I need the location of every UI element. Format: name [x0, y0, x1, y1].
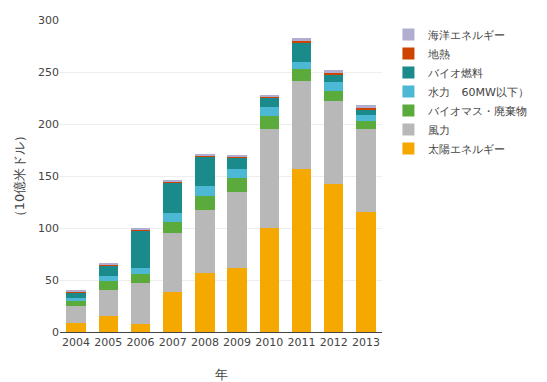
- svg-text:バイオマス・廃棄物: バイオマス・廃棄物: [427, 105, 527, 118]
- svg-text:バイオ燃料: バイオ燃料: [427, 67, 483, 80]
- svg-text:250: 250: [38, 66, 59, 79]
- svg-text:0: 0: [52, 326, 59, 339]
- svg-text:太陽エネルギー: 太陽エネルギー: [428, 143, 505, 156]
- svg-text:地熱: 地熱: [427, 48, 450, 61]
- svg-text:2009: 2009: [223, 336, 251, 349]
- svg-text:2012: 2012: [320, 336, 348, 349]
- svg-text:風力: 風力: [428, 124, 450, 137]
- svg-text:300: 300: [38, 14, 59, 27]
- svg-text:2011: 2011: [288, 336, 316, 349]
- svg-text:年: 年: [215, 367, 228, 382]
- svg-text:2007: 2007: [159, 336, 187, 349]
- svg-text:2008: 2008: [191, 336, 219, 349]
- svg-text:（10億米ドル）: （10億米ドル）: [12, 129, 27, 224]
- svg-text:2004: 2004: [62, 336, 90, 349]
- svg-text:50: 50: [45, 274, 59, 287]
- svg-text:100: 100: [38, 222, 59, 235]
- svg-text:海洋エネルギー: 海洋エネルギー: [428, 29, 505, 42]
- svg-text:2013: 2013: [352, 336, 380, 349]
- svg-text:2006: 2006: [127, 336, 155, 349]
- svg-text:2005: 2005: [94, 336, 122, 349]
- svg-text:200: 200: [38, 118, 59, 131]
- svg-text:150: 150: [38, 170, 59, 183]
- svg-text:水力 60MW以下）: 水力 60MW以下）: [428, 86, 528, 99]
- svg-text:2010: 2010: [255, 336, 283, 349]
